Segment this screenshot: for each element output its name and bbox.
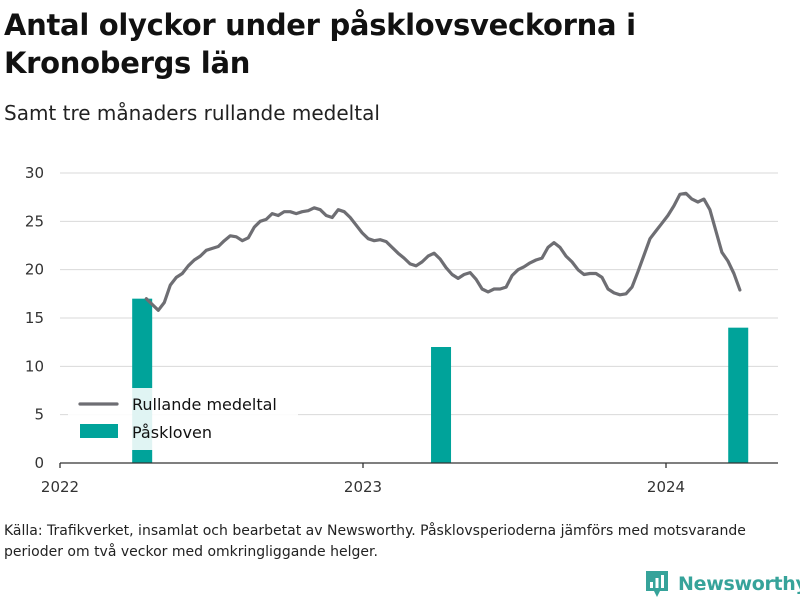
legend-bar-swatch <box>80 424 118 438</box>
y-tick-label: 0 <box>34 454 44 472</box>
bar-paskloven-1 <box>431 347 452 463</box>
y-axis-tick-labels: 0 5 10 15 20 25 30 <box>25 164 44 472</box>
x-axis-tick-labels: 2022 2023 2024 <box>41 478 685 496</box>
x-tick-label: 2022 <box>41 478 79 496</box>
chart-title: Antal olyckor under påsklovsveckorna i K… <box>4 8 636 80</box>
y-tick-label: 30 <box>25 164 44 182</box>
x-axis <box>59 462 778 468</box>
brand-logo: Newsworthy <box>644 568 800 600</box>
y-tick-label: 5 <box>34 406 44 424</box>
chart-subtitle: Samt tre månaders rullande medeltal <box>4 101 380 125</box>
legend: Rullande medeltal Påskloven <box>68 388 298 450</box>
legend-label-bar: Påskloven <box>132 423 212 442</box>
bar-series-paskloven <box>132 298 749 463</box>
y-tick-label: 20 <box>25 261 44 279</box>
y-tick-label: 15 <box>25 309 44 327</box>
legend-background <box>68 388 298 450</box>
bar-paskloven-2 <box>728 327 749 463</box>
line-series-rullande-medeltal <box>144 191 742 312</box>
y-tick-label: 25 <box>25 212 44 230</box>
legend-label-line: Rullande medeltal <box>132 395 277 414</box>
source-footnote: Källa: Trafikverket, insamlat och bearbe… <box>4 523 746 560</box>
x-tick-label: 2023 <box>344 478 382 496</box>
y-tick-label: 10 <box>25 357 44 375</box>
chart-area: 0 5 10 15 20 25 30 2022 2023 2024 Rullande medel… <box>25 164 778 496</box>
brand-name: Newsworthy <box>678 573 800 595</box>
newsworthy-logo-icon <box>646 571 668 597</box>
gridlines <box>60 172 778 416</box>
x-tick-label: 2024 <box>647 478 685 496</box>
